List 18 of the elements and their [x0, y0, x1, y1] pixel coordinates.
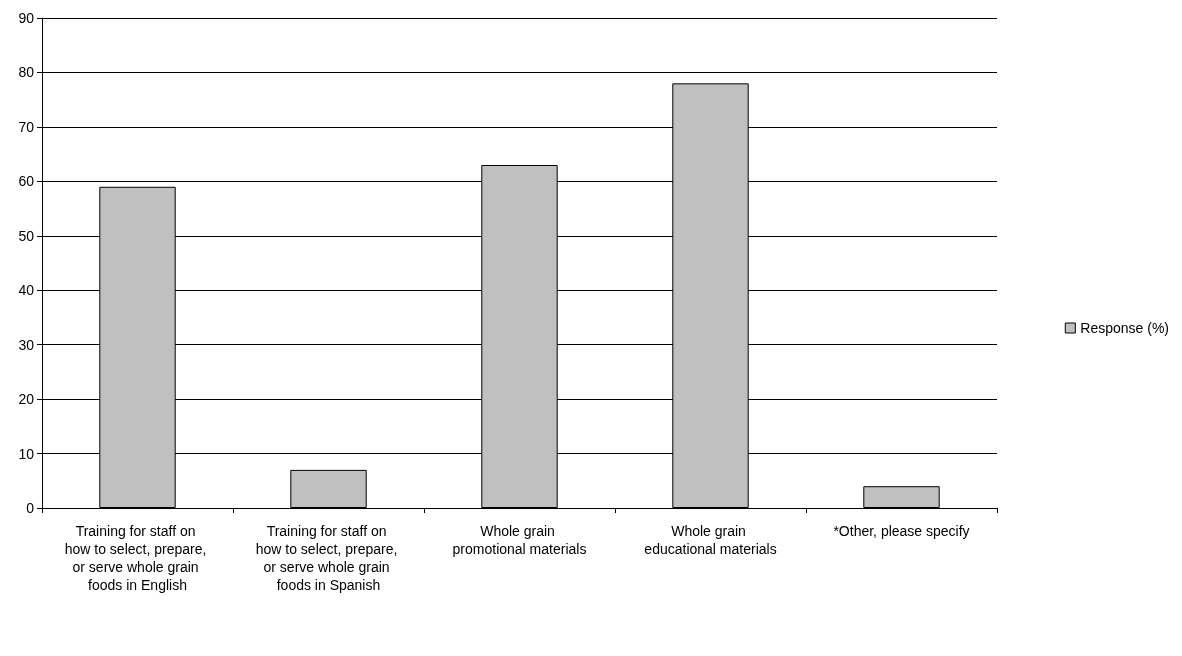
y-tick-label: 30: [18, 336, 35, 353]
y-tick-label: 10: [18, 445, 35, 462]
legend-label: Response (%): [1080, 320, 1169, 336]
x-tick-label: Training for staff on how to select, prepare, or serve whole grain foods in Spanish: [255, 523, 402, 593]
x-tick-label: Training for staff on how to select, prepare, or serve whole grain foods in English: [64, 523, 211, 593]
bar: [290, 469, 367, 508]
y-tick-label: 80: [18, 64, 35, 81]
y-tick-label: 90: [18, 10, 35, 26]
y-tick-label: 50: [18, 227, 35, 244]
y-tick-label: 60: [18, 173, 35, 190]
x-tick-label: Whole grain educational materials: [644, 523, 777, 557]
bar: [863, 486, 940, 508]
x-tick-label: Whole grain promotional materials: [452, 523, 587, 557]
y-tick-label: 0: [26, 500, 35, 516]
y-tick-label: 20: [18, 391, 35, 408]
y-tick-label: 70: [18, 118, 35, 135]
x-tick-label: *Other, please specify: [833, 523, 970, 539]
y-tick-label: 40: [18, 282, 35, 299]
